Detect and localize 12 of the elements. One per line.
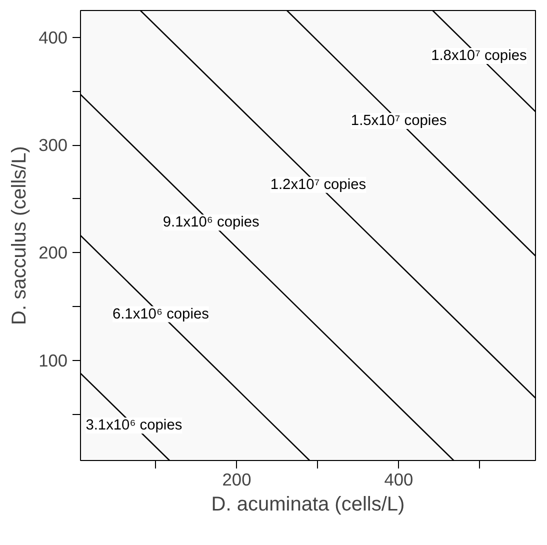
x-axis-title: D. acuminata (cells/L) xyxy=(211,494,405,516)
y-tick-label: 300 xyxy=(38,135,68,156)
series-label: 6.1x10⁶ copies xyxy=(112,306,209,322)
series-label: 1.5x10⁷ copies xyxy=(350,112,447,129)
y-tick-label: 200 xyxy=(38,242,68,263)
series-label: 1.2x10⁷ copies xyxy=(270,176,366,193)
series-label: 3.1x10⁶ copies xyxy=(86,418,182,434)
y-axis-title: D. sacculus (cells/L) xyxy=(8,146,31,325)
series-label: 1.8x10⁷ copies xyxy=(431,48,527,64)
y-tick-label: 400 xyxy=(38,27,68,48)
y-tick-label: 100 xyxy=(38,350,68,370)
series-label: 9.1x10⁶ copies xyxy=(162,214,260,231)
